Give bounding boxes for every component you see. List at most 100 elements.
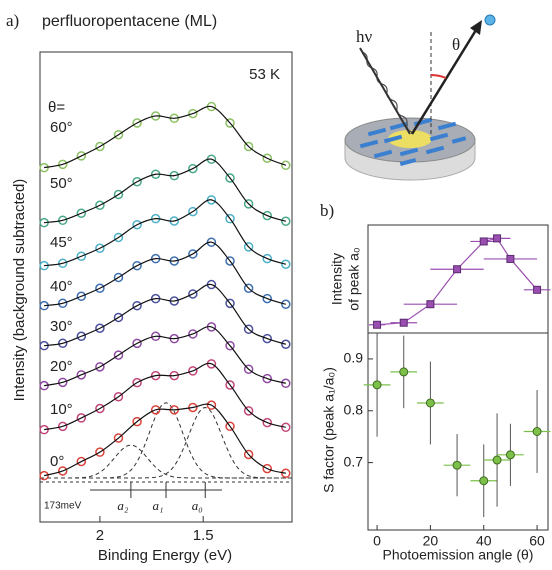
component-label: a₁ <box>152 498 163 513</box>
data-point <box>113 312 124 323</box>
plot-frame <box>39 51 293 523</box>
component-label: a₀ <box>192 498 203 513</box>
data-point <box>533 285 542 294</box>
data-point <box>132 300 142 311</box>
data-point <box>57 338 68 349</box>
y-axis-label: Intensity (background subtracted) <box>11 179 28 402</box>
fit-line <box>44 241 286 307</box>
data-point <box>39 470 49 481</box>
data-point <box>262 210 272 221</box>
data-point <box>95 323 105 334</box>
data-point <box>188 249 198 259</box>
photon-label: hν <box>356 27 373 46</box>
data-point <box>95 362 105 372</box>
data-point <box>262 373 272 384</box>
data-point <box>188 163 198 174</box>
data-point <box>95 403 105 414</box>
electron <box>484 14 496 26</box>
data-point <box>262 463 272 474</box>
data-point <box>426 300 435 309</box>
series-label: 10° <box>50 401 73 418</box>
data-point <box>479 476 489 486</box>
data-point <box>206 400 217 410</box>
data-point <box>492 455 502 465</box>
x-tick-label: 60 <box>529 533 545 549</box>
data-point <box>281 378 291 389</box>
data-point <box>132 338 142 349</box>
data-point <box>113 433 124 443</box>
data-point <box>225 380 235 390</box>
y-tick-label: 0.9 <box>344 350 364 366</box>
data-point <box>188 366 198 376</box>
data-point <box>425 398 435 408</box>
data-point <box>76 456 87 467</box>
data-point <box>95 283 105 294</box>
data-point <box>132 416 142 427</box>
data-point <box>76 151 87 161</box>
data-point <box>243 242 254 252</box>
data-point <box>225 421 235 432</box>
series-label: 0° <box>50 453 64 470</box>
y-axis-label: of peak a₀ <box>346 247 362 311</box>
fit-line <box>44 199 286 267</box>
data-point <box>132 377 142 388</box>
data-point <box>372 380 382 390</box>
chart-title: perfluoropentacene (ML) <box>42 13 217 30</box>
angle-label: θ <box>452 35 460 54</box>
data-point <box>132 118 142 128</box>
data-point <box>113 232 124 243</box>
emission-arrow <box>410 29 478 135</box>
data-point <box>506 254 515 263</box>
data-point <box>113 392 124 402</box>
data-point <box>399 367 409 377</box>
schematic: hν θ <box>344 14 496 181</box>
data-point <box>453 265 462 274</box>
data-point <box>206 195 217 205</box>
data-point <box>188 289 198 299</box>
data-point <box>262 153 272 163</box>
data-point <box>206 237 217 247</box>
angle-arc <box>430 74 447 79</box>
data-point <box>281 299 291 309</box>
data-point <box>243 283 254 294</box>
data-point <box>225 118 235 128</box>
theta-label: θ= <box>48 99 65 116</box>
data-point <box>57 466 68 476</box>
data-point <box>505 450 515 460</box>
data-point <box>188 329 198 339</box>
annotation: 53 K <box>249 66 280 83</box>
component-peak <box>40 406 292 479</box>
data-point <box>262 293 272 304</box>
data-point <box>76 413 87 423</box>
data-point <box>243 199 254 209</box>
photon-wave <box>361 51 413 133</box>
data-point <box>57 159 68 170</box>
data-point <box>95 141 105 152</box>
data-point <box>150 405 161 415</box>
plot-frame <box>367 224 549 531</box>
data-point <box>76 291 87 301</box>
data-point <box>281 259 291 269</box>
data-point <box>281 339 291 349</box>
data-point <box>57 377 68 388</box>
data-point <box>57 298 68 309</box>
data-point <box>113 272 124 283</box>
data-point <box>281 468 291 479</box>
data-point <box>132 177 142 187</box>
data-point <box>76 251 87 261</box>
fit-line <box>44 362 286 431</box>
data-point <box>243 449 254 460</box>
data-point <box>76 370 87 380</box>
x-axis-label: Photoemission angle (θ) <box>383 547 534 563</box>
data-point <box>57 258 68 269</box>
data-point <box>95 200 105 211</box>
data-point <box>113 130 124 140</box>
data-point <box>188 108 198 119</box>
splitting-label: 173meV <box>44 501 82 512</box>
y-axis-label: Intensity <box>329 253 345 305</box>
series-label: 30° <box>50 318 73 335</box>
x-tick-label: 2 <box>96 527 104 544</box>
data-point <box>225 256 235 266</box>
arrow-head <box>470 20 482 35</box>
